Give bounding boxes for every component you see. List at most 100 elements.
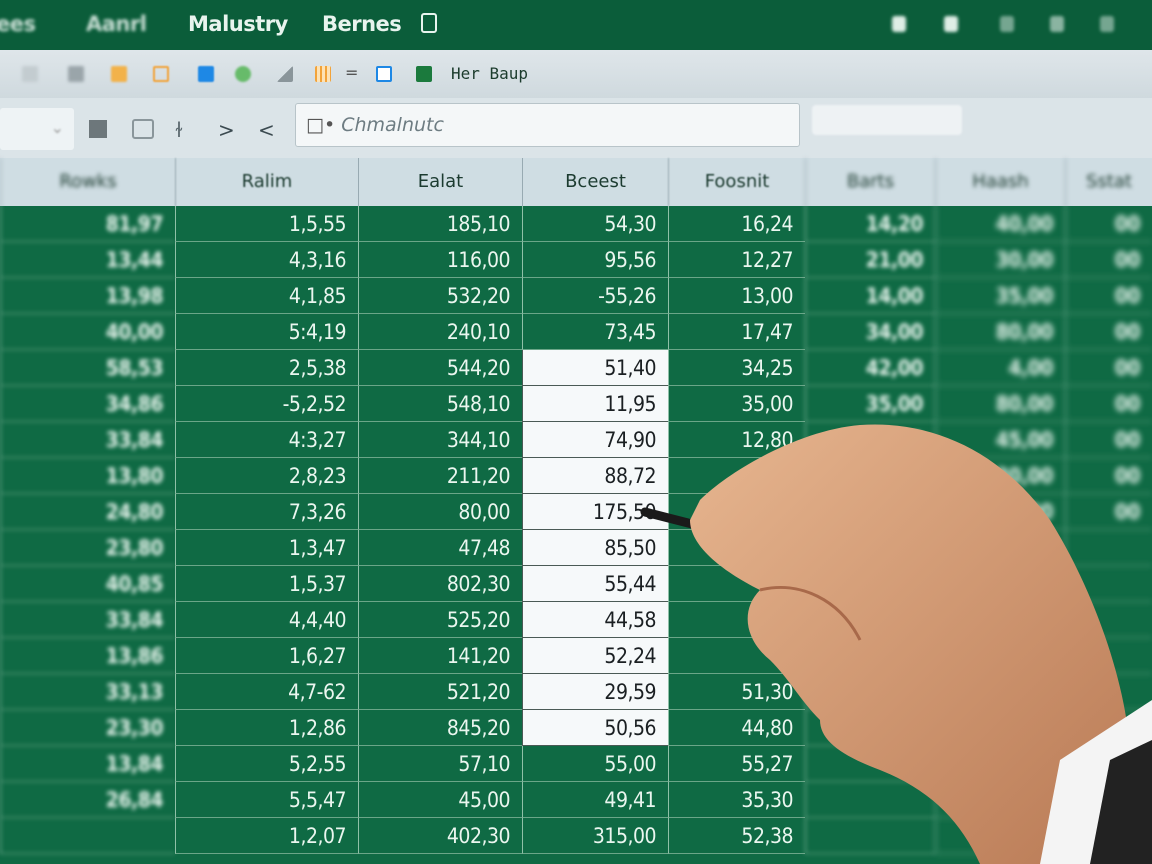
cell-ealat-15[interactable]: 845,20 (358, 710, 522, 746)
cell-sstat-15[interactable] (1065, 710, 1152, 746)
cell-ealat-8[interactable]: 211,20 (358, 458, 522, 494)
cell-bceest-6[interactable]: 11,95 (522, 386, 668, 422)
cell-foosnit-10[interactable] (668, 530, 805, 566)
cell-ealat-17[interactable]: 45,00 (358, 782, 522, 818)
column-header-ealat[interactable]: Ealat (358, 158, 522, 206)
cell-ealat-18[interactable]: 402,30 (358, 818, 522, 854)
cell-foosnit-16[interactable]: 55,27 (668, 746, 805, 782)
cell-haash-7[interactable]: 45,00 (935, 422, 1065, 458)
cell-sstat-9[interactable]: 00 (1065, 494, 1152, 530)
cell-bceest-2[interactable]: 95,56 (522, 242, 668, 278)
cell-bceest-14[interactable]: 29,59 (522, 674, 668, 710)
cell-rowks-8[interactable]: 13,80 (0, 458, 175, 494)
cell-ralim-5[interactable]: 2,5,38 (175, 350, 358, 386)
cell-rowks-5[interactable]: 58,53 (0, 350, 175, 386)
cell-sstat-3[interactable]: 00 (1065, 278, 1152, 314)
cell-ralim-18[interactable]: 1,2,07 (175, 818, 358, 854)
cell-haash-9[interactable]: 40,00 (935, 494, 1065, 530)
tab-bernes[interactable]: Bernes (322, 12, 402, 36)
cell-ralim-4[interactable]: 5:4,19 (175, 314, 358, 350)
cell-foosnit-1[interactable]: 16,24 (668, 206, 805, 242)
tab-ees[interactable]: ees (0, 12, 36, 36)
cell-foosnit-13[interactable] (668, 638, 805, 674)
cell-sstat-17[interactable] (1065, 782, 1152, 818)
cell-haash-18[interactable] (935, 818, 1065, 854)
ribbon-label[interactable]: Her Baup (451, 64, 529, 83)
insert-function-icon[interactable]: ɫ (175, 118, 183, 142)
cell-ealat-9[interactable]: 80,00 (358, 494, 522, 530)
cell-haash-10[interactable] (935, 530, 1065, 566)
cell-bceest-13[interactable]: 52,24 (522, 638, 668, 674)
cell-bceest-7[interactable]: 74,90 (522, 422, 668, 458)
chevron-down-icon[interactable]: ⌄ (50, 118, 64, 137)
cell-ralim-8[interactable]: 2,8,23 (175, 458, 358, 494)
cell-barts-4[interactable]: 34,00 (805, 314, 935, 350)
cell-bceest-4[interactable]: 73,45 (522, 314, 668, 350)
cell-haash-6[interactable]: 80,00 (935, 386, 1065, 422)
cell-ralim-3[interactable]: 4,1,85 (175, 278, 358, 314)
share-icon[interactable] (1050, 16, 1064, 32)
cell-haash-5[interactable]: 4,00 (935, 350, 1065, 386)
cell-foosnit-5[interactable]: 34,25 (668, 350, 805, 386)
cell-haash-14[interactable] (935, 674, 1065, 710)
cell-barts-18[interactable] (805, 818, 935, 854)
settings-icon[interactable] (944, 16, 958, 32)
cell-ealat-5[interactable]: 544,20 (358, 350, 522, 386)
cell-barts-13[interactable] (805, 638, 935, 674)
cell-rowks-13[interactable]: 13,86 (0, 638, 175, 674)
cell-barts-1[interactable]: 14,20 (805, 206, 935, 242)
column-header-bceest[interactable]: Bceest (522, 158, 668, 206)
cell-ealat-3[interactable]: 532,20 (358, 278, 522, 314)
tab-malustry[interactable]: Malustry (188, 12, 288, 36)
cell-bceest-12[interactable]: 44,58 (522, 602, 668, 638)
cell-haash-1[interactable]: 40,00 (935, 206, 1065, 242)
cell-haash-13[interactable] (935, 638, 1065, 674)
cell-foosnit-2[interactable]: 12,27 (668, 242, 805, 278)
cell-foosnit-17[interactable]: 35,30 (668, 782, 805, 818)
cell-rowks-6[interactable]: 34,86 (0, 386, 175, 422)
sheet-icon[interactable] (416, 66, 432, 82)
border-icon[interactable] (376, 66, 392, 82)
cell-foosnit-7[interactable]: 12,80 (668, 422, 805, 458)
cell-bceest-3[interactable]: -55,26 (522, 278, 668, 314)
formula-input[interactable]: □• Chmalnutc (295, 103, 800, 147)
cell-sstat-8[interactable]: 00 (1065, 458, 1152, 494)
cell-sstat-4[interactable]: 00 (1065, 314, 1152, 350)
cell-barts-2[interactable]: 21,00 (805, 242, 935, 278)
cell-foosnit-15[interactable]: 44,80 (668, 710, 805, 746)
cell-sstat-2[interactable]: 00 (1065, 242, 1152, 278)
quick-access-panel[interactable] (812, 105, 962, 135)
chevron-right-icon[interactable]: > (218, 118, 235, 142)
cell-rowks-11[interactable]: 40,85 (0, 566, 175, 602)
cell-barts-14[interactable] (805, 674, 935, 710)
cell-bceest-15[interactable]: 50,56 (522, 710, 668, 746)
corner-icon[interactable] (277, 66, 293, 82)
cell-bceest-10[interactable]: 85,50 (522, 530, 668, 566)
cell-bceest-8[interactable]: 88,72 (522, 458, 668, 494)
cell-haash-11[interactable] (935, 566, 1065, 602)
cell-foosnit-4[interactable]: 17,47 (668, 314, 805, 350)
cell-rowks-2[interactable]: 13,44 (0, 242, 175, 278)
cell-ralim-13[interactable]: 1,6,27 (175, 638, 358, 674)
cell-bceest-17[interactable]: 49,41 (522, 782, 668, 818)
cell-rowks-17[interactable]: 26,84 (0, 782, 175, 818)
cell-sstat-7[interactable]: 00 (1065, 422, 1152, 458)
cell-ealat-10[interactable]: 47,48 (358, 530, 522, 566)
cell-rowks-14[interactable]: 33,13 (0, 674, 175, 710)
cell-sstat-10[interactable] (1065, 530, 1152, 566)
cell-ralim-12[interactable]: 4,4,40 (175, 602, 358, 638)
cell-rowks-1[interactable]: 81,97 (0, 206, 175, 242)
cell-barts-8[interactable] (805, 458, 935, 494)
cell-foosnit-8[interactable] (668, 458, 805, 494)
cell-ralim-1[interactable]: 1,5,55 (175, 206, 358, 242)
cell-sstat-6[interactable]: 00 (1065, 386, 1152, 422)
cell-haash-12[interactable] (935, 602, 1065, 638)
clipboard-icon[interactable] (153, 66, 169, 82)
cell-foosnit-12[interactable] (668, 602, 805, 638)
cell-rowks-9[interactable]: 24,80 (0, 494, 175, 530)
column-header-haash[interactable]: Haash (935, 158, 1065, 206)
cell-ralim-6[interactable]: -5,2,52 (175, 386, 358, 422)
cell-bceest-5[interactable]: 51,40 (522, 350, 668, 386)
cell-rowks-3[interactable]: 13,98 (0, 278, 175, 314)
cell-rowks-15[interactable]: 23,30 (0, 710, 175, 746)
